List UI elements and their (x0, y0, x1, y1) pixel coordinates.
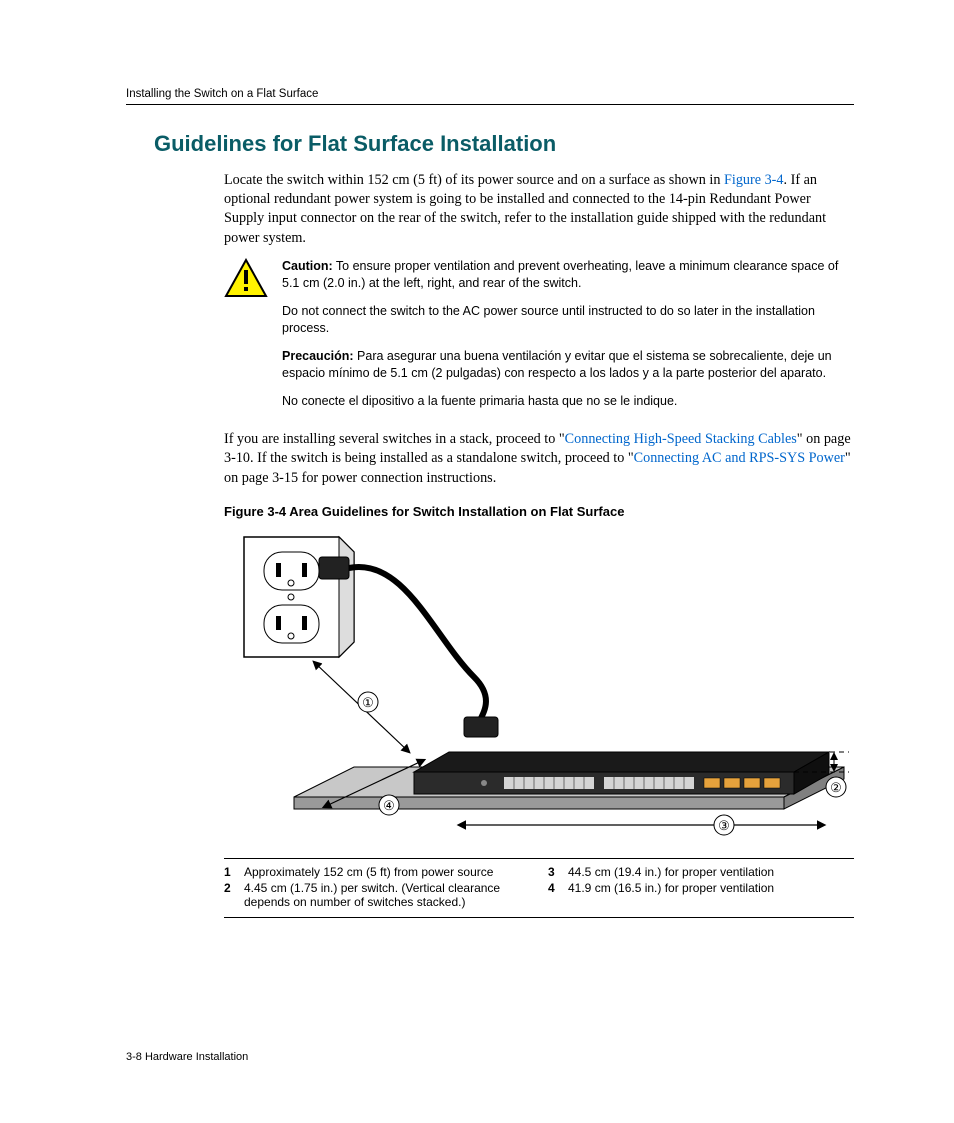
legend-text-4: 41.9 cm (16.5 in.) for proper ventilatio… (568, 881, 774, 895)
legend-num-1: 1 (224, 865, 236, 879)
caution-text-es1: Para asegurar una buena ventilación y ev… (282, 349, 832, 381)
running-head: Installing the Switch on a Flat Surface (126, 88, 854, 105)
para2-a: If you are installing several switches i… (224, 431, 565, 447)
wall-outlet (244, 537, 354, 657)
callout-4: ④ (383, 798, 395, 813)
para1-a: Locate the switch within 152 cm (5 ft) o… (224, 172, 724, 188)
para2: If you are installing several switches i… (224, 430, 854, 488)
caution-label-es: Precaución: (282, 349, 354, 363)
caution-icon (224, 258, 268, 421)
legend-num-4: 4 (548, 881, 560, 895)
link-stacking[interactable]: Connecting High-Speed Stacking Cables (565, 431, 797, 447)
legend-num-2: 2 (224, 881, 236, 909)
caution-label-en: Caution: (282, 259, 333, 273)
legend-text-2: 4.45 cm (1.75 in.) per switch. (Vertical… (244, 881, 530, 909)
section-heading: Guidelines for Flat Surface Installation (154, 131, 854, 157)
intro-paragraph: Locate the switch within 152 cm (5 ft) o… (224, 171, 854, 248)
network-switch (414, 752, 829, 794)
callout-2: ② (830, 780, 842, 795)
callout-1: ① (362, 695, 374, 710)
legend-text-1: Approximately 152 cm (5 ft) from power s… (244, 865, 493, 879)
figure-ref-link[interactable]: Figure 3-4 (724, 172, 784, 188)
figure-3-4: ① (224, 527, 854, 852)
legend-text-3: 44.5 cm (19.4 in.) for proper ventilatio… (568, 865, 774, 879)
legend-num-3: 3 (548, 865, 560, 879)
figure-caption: Figure 3-4 Area Guidelines for Switch In… (224, 504, 854, 519)
link-power[interactable]: Connecting AC and RPS-SYS Power (634, 450, 845, 466)
caution-text-en1: To ensure proper ventilation and prevent… (282, 259, 838, 291)
figure-legend: 1 Approximately 152 cm (5 ft) from power … (224, 858, 854, 918)
caution-text-en2: Do not connect the switch to the AC powe… (282, 303, 854, 338)
page-footer: 3-8 Hardware Installation (126, 1051, 248, 1063)
caution-text-es2: No conecte el dipositivo a la fuente pri… (282, 393, 854, 411)
callout-3: ③ (718, 818, 730, 833)
caution-block: Caution: To ensure proper ventilation an… (224, 258, 854, 421)
